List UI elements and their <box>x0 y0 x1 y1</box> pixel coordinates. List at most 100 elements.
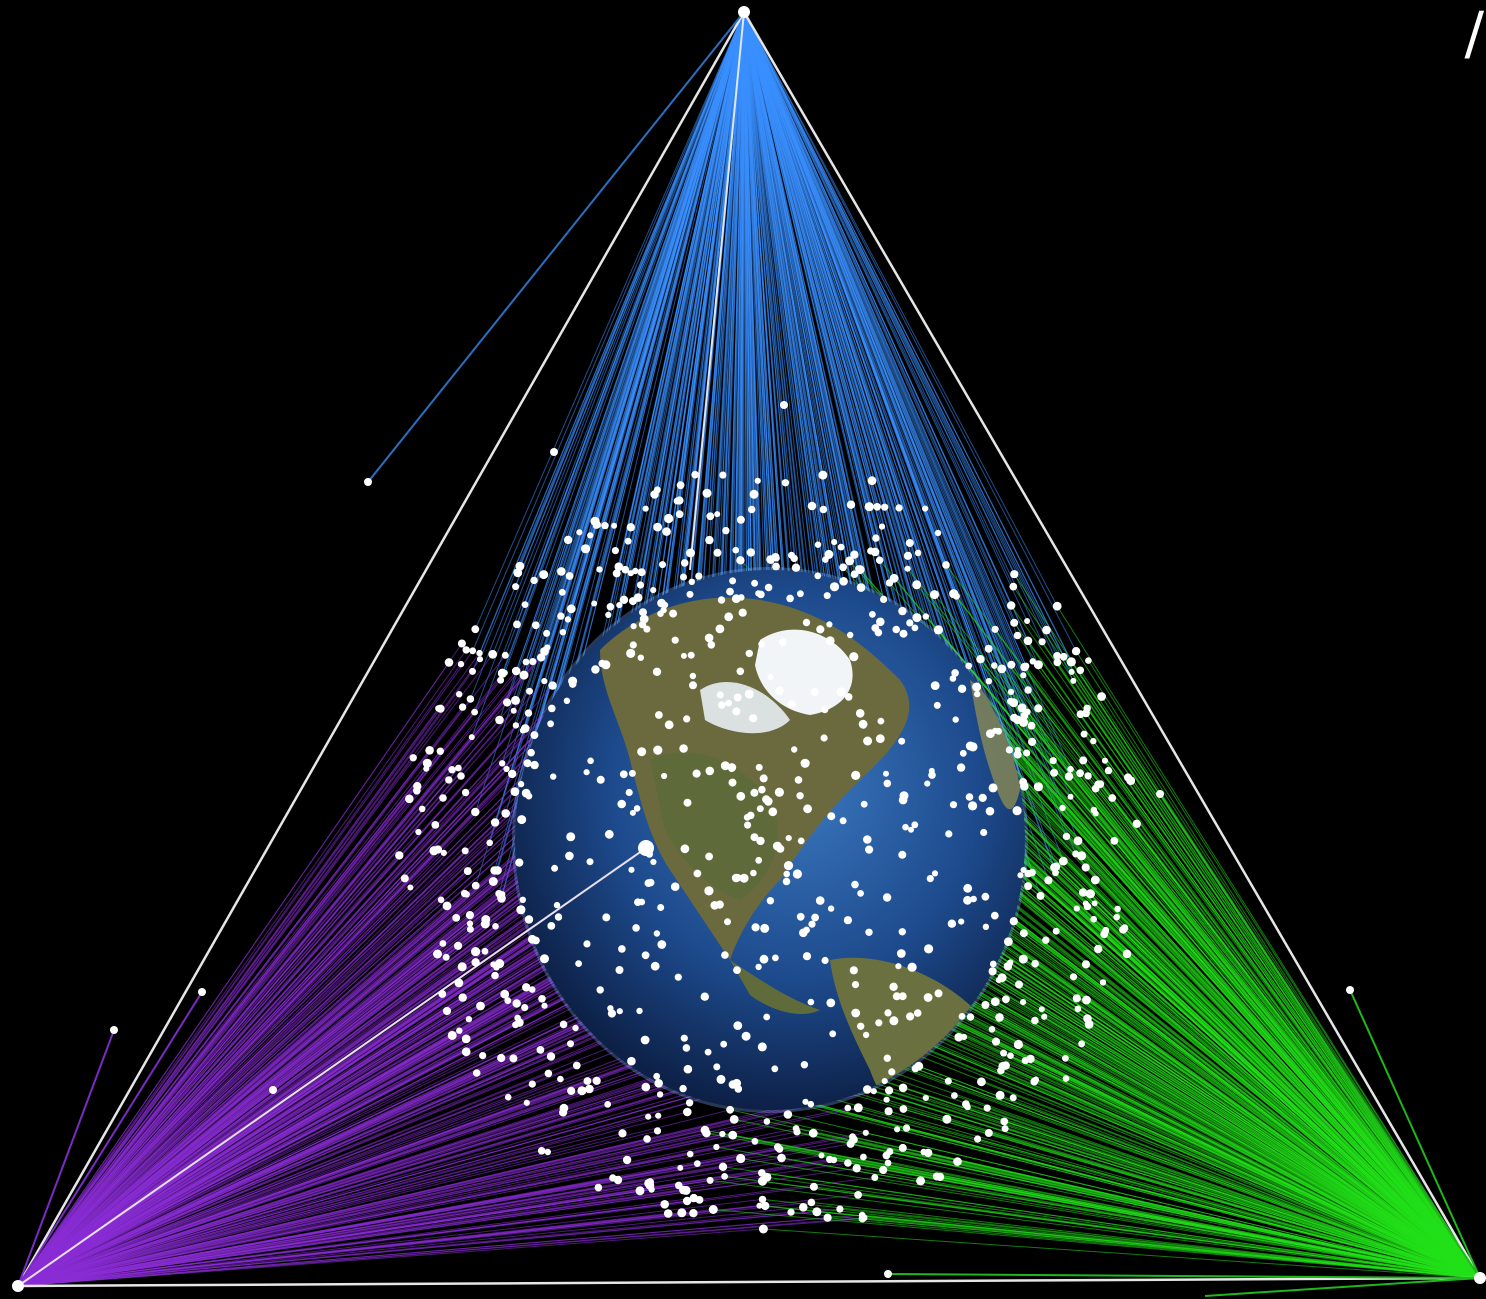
satellite-dot-icon <box>934 529 942 537</box>
satellite-dot-icon <box>680 559 689 567</box>
satellite-dot-icon <box>628 769 636 777</box>
satellite-dot-icon <box>519 896 526 903</box>
satellite-dot-icon <box>512 722 520 729</box>
satellite-dot-icon <box>1059 804 1066 812</box>
satellite-dot-icon <box>716 691 724 699</box>
satellite-dot-icon <box>760 923 770 933</box>
satellite-dot-icon <box>762 795 771 804</box>
satellite-dot-icon <box>683 1064 693 1074</box>
satellite-dot-icon <box>772 954 779 962</box>
satellite-dot-icon <box>509 1054 518 1063</box>
satellite-dot-icon <box>749 714 758 723</box>
satellite-dot-icon <box>759 954 769 964</box>
satellite-dot-icon <box>619 770 628 779</box>
satellite-dot-icon <box>471 807 480 817</box>
satellite-dot-icon <box>497 1053 506 1063</box>
satellite-dot-icon <box>1005 746 1014 754</box>
satellite-dot-icon <box>626 648 636 659</box>
satellite-dot-icon <box>922 1094 929 1101</box>
satellite-dot-icon <box>544 1148 551 1156</box>
satellite-dot-icon <box>705 766 715 776</box>
satellite-dot-icon <box>618 945 626 953</box>
satellite-dot-icon <box>771 1065 779 1073</box>
satellite-dot-icon <box>657 940 667 949</box>
satellite-dot-icon <box>988 967 997 976</box>
satellite-dot-icon <box>407 884 414 891</box>
satellite-dot-icon <box>892 992 901 1001</box>
satellite-dot-icon <box>796 912 805 921</box>
satellite-dot-icon <box>1082 995 1091 1005</box>
satellite-dot-icon <box>951 1092 958 1099</box>
satellite-dot-icon <box>928 767 935 774</box>
satellite-dot-icon <box>981 892 990 901</box>
satellite-dot-icon <box>870 1088 877 1095</box>
satellite-dot-icon <box>511 666 521 676</box>
satellite-dot-icon <box>808 920 816 928</box>
satellite-dot-icon <box>942 1114 952 1124</box>
satellite-dot-icon <box>988 1026 996 1033</box>
satellite-dot-icon <box>680 573 687 581</box>
satellite-dot-icon <box>618 1129 627 1138</box>
satellite-dot-icon <box>1052 927 1060 935</box>
satellite-dot-icon <box>957 684 967 693</box>
satellite-dot-icon <box>934 989 943 998</box>
satellite-dot-icon <box>650 858 657 866</box>
satellite-dot-icon <box>1077 851 1087 861</box>
satellite-dot-icon <box>756 805 764 813</box>
satellite-dot-icon <box>707 641 716 649</box>
satellite-dot-icon <box>671 636 679 644</box>
satellite-dot-icon <box>681 1185 691 1195</box>
satellite-dot-icon <box>680 844 690 854</box>
satellite-dot-icon <box>746 548 755 557</box>
satellite-dot-icon <box>637 747 647 757</box>
satellite-dot-icon <box>486 839 494 847</box>
satellite-dot-icon <box>907 962 917 972</box>
satellite-dot-icon <box>630 623 637 630</box>
satellite-dot-icon <box>976 655 985 664</box>
satellite-dot-icon <box>814 541 822 548</box>
satellite-dot-icon <box>1064 772 1074 781</box>
satellite-dot-icon <box>512 583 520 591</box>
satellite-dot-icon <box>953 1157 962 1166</box>
satellite-dot-icon <box>679 744 688 753</box>
satellite-dot-icon <box>500 989 510 999</box>
satellite-dot-icon <box>924 944 934 954</box>
satellite-dot-icon <box>1017 703 1027 713</box>
satellite-dot-icon <box>1024 686 1032 694</box>
satellite-dot-icon <box>625 788 633 797</box>
satellite-dot-icon <box>1013 1039 1024 1050</box>
satellite-dot-icon <box>713 1063 721 1071</box>
satellite-dot-icon <box>880 595 888 604</box>
satellite-dot-icon <box>490 818 500 827</box>
satellite-dot-icon <box>725 699 732 707</box>
satellite-dot-icon <box>614 562 624 571</box>
satellite-dot-icon <box>652 667 662 676</box>
satellite-dot-icon <box>642 505 649 512</box>
right-station-links <box>704 559 1481 1279</box>
satellite-dot-icon <box>492 923 499 930</box>
satellite-dot-icon <box>601 521 609 530</box>
satellite-dot-icon <box>557 567 566 576</box>
satellite-dot-icon <box>1032 1076 1040 1084</box>
satellite-dot-icon <box>717 596 726 604</box>
satellite-dot-icon <box>923 993 933 1002</box>
satellite-dot-icon <box>772 841 782 851</box>
satellite-dot-icon <box>1031 1016 1039 1025</box>
satellite-dot-icon <box>816 625 825 634</box>
satellite-dot-icon <box>1022 662 1030 670</box>
satellite-dot-icon <box>1015 980 1023 989</box>
satellite-dot-icon <box>733 693 742 702</box>
satellite-dot-icon <box>889 982 898 991</box>
satellite-dot-icon <box>686 590 694 598</box>
satellite-dot-icon <box>736 791 746 801</box>
satellite-dot-icon <box>572 1024 579 1032</box>
satellite-dot-icon <box>744 689 754 699</box>
satellite-dot-icon <box>924 780 931 787</box>
satellite-dot-icon <box>532 936 540 945</box>
satellite-dot-icon <box>905 539 914 547</box>
satellite-dot-icon <box>1044 876 1053 885</box>
satellite-dot-icon <box>638 840 654 856</box>
satellite-dot-icon <box>677 1208 687 1218</box>
satellite-dot-icon <box>750 788 759 797</box>
satellite-dot-icon <box>587 757 594 765</box>
